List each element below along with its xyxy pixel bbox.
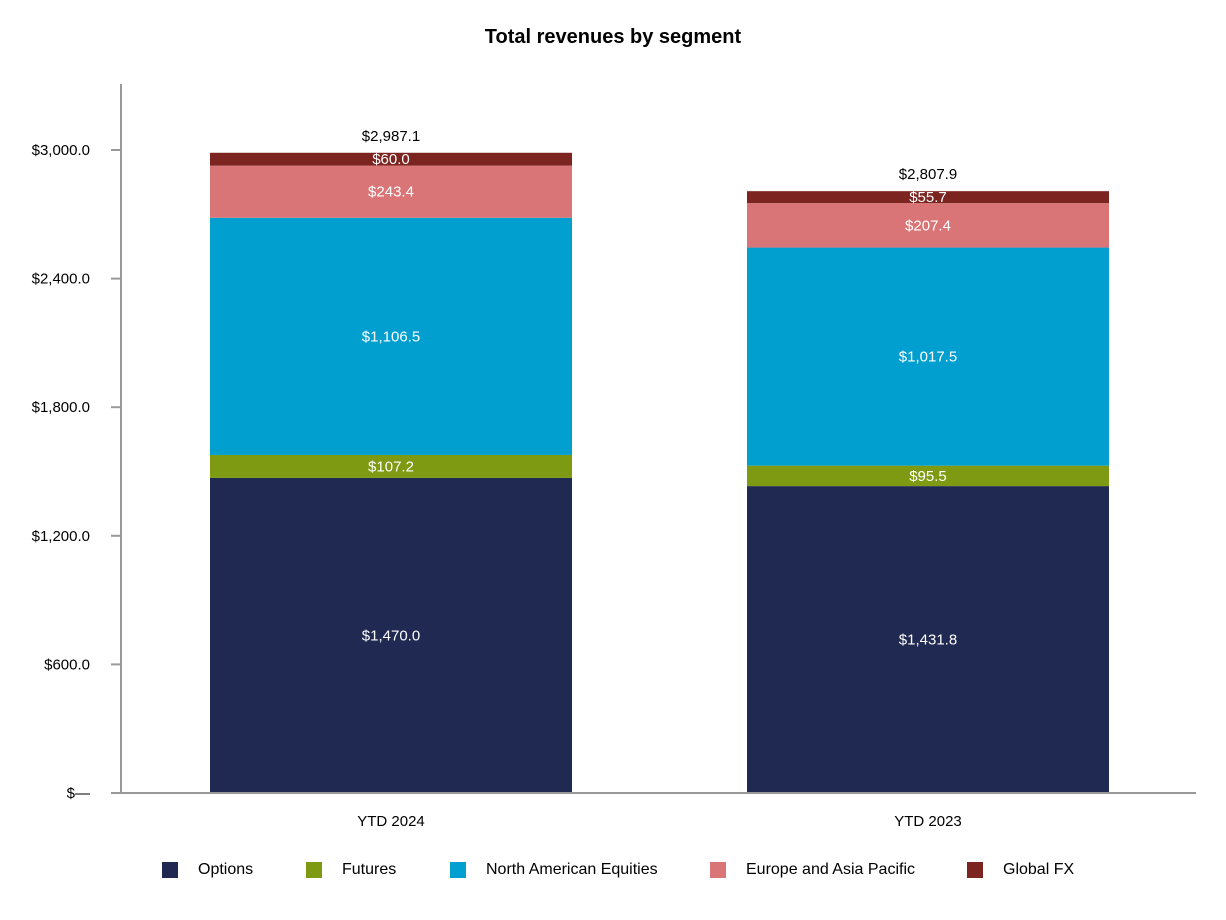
legend-swatch <box>450 862 466 878</box>
bar-global-fx-ytd-2024 <box>210 152 572 166</box>
bar-north-american-equities-ytd-2023 <box>747 247 1109 466</box>
y-tick-label: $600.0 <box>44 656 90 673</box>
y-tick-label: $1,800.0 <box>32 399 90 416</box>
bar-global-fx-ytd-2023 <box>747 191 1109 204</box>
y-tick-label: $3,000.0 <box>32 142 90 159</box>
x-tick-label-ytd-2023: YTD 2023 <box>894 813 962 830</box>
bar-europe-and-asia-pacific-ytd-2024 <box>210 165 572 218</box>
y-tick-label: $— <box>67 785 90 802</box>
bar-north-american-equities-ytd-2024 <box>210 217 572 455</box>
stacked-bar-chart: $1,470.0 $107.2 $1,106.5 $243.4 $60.0 $2,987.… <box>32 84 1196 830</box>
y-tick-label: $1,200.0 <box>32 528 90 545</box>
x-tick-label-ytd-2024: YTD 2024 <box>357 813 425 830</box>
legend-item-north-american-equities: North American Equities <box>450 861 658 879</box>
legend-item-futures: Futures <box>306 861 396 879</box>
bar-options-ytd-2024 <box>210 477 572 793</box>
bar-options-ytd-2023 <box>747 486 1109 793</box>
bar-europe-and-asia-pacific-ytd-2023 <box>747 203 1109 248</box>
data-label-options-ytd-2023: $1,431.8 <box>899 632 957 649</box>
bar-futures-ytd-2023 <box>747 465 1109 487</box>
legend-item-europe-and-asia-pacific: Europe and Asia Pacific <box>710 861 915 879</box>
bar-futures-ytd-2024 <box>210 454 572 478</box>
legend-swatch <box>306 862 322 878</box>
legend-swatch <box>162 862 178 878</box>
total-label-ytd-2023: $2,807.9 <box>899 166 957 183</box>
data-label-global-fx-ytd-2024: $60.0 <box>372 151 410 168</box>
data-label-europe-and-asia-pacific-ytd-2023: $207.4 <box>905 217 951 234</box>
data-label-futures-ytd-2023: $95.5 <box>909 468 947 485</box>
legend-item-global-fx: Global FX <box>967 861 1074 879</box>
legend-label: North American Equities <box>486 861 658 878</box>
chart-legend: Options Futures North American Equities Eur… <box>0 861 1226 885</box>
legend-swatch <box>710 862 726 878</box>
total-label-ytd-2024: $2,987.1 <box>362 128 420 145</box>
data-label-futures-ytd-2024: $107.2 <box>368 458 414 475</box>
data-label-europe-and-asia-pacific-ytd-2024: $243.4 <box>368 184 414 201</box>
data-label-north-american-equities-ytd-2024: $1,106.5 <box>362 328 420 345</box>
legend-label: Futures <box>342 861 397 878</box>
legend-item-options: Options <box>162 861 253 879</box>
legend-label: Europe and Asia Pacific <box>746 861 915 878</box>
legend-label: Options <box>198 861 254 878</box>
data-label-global-fx-ytd-2023: $55.7 <box>909 189 947 206</box>
chart-title: Total revenues by segment <box>484 26 742 48</box>
y-tick-label: $2,400.0 <box>32 271 90 288</box>
legend-swatch <box>967 862 983 878</box>
data-label-north-american-equities-ytd-2023: $1,017.5 <box>899 349 957 366</box>
legend-label: Global FX <box>1003 861 1075 878</box>
data-label-options-ytd-2024: $1,470.0 <box>362 627 420 644</box>
